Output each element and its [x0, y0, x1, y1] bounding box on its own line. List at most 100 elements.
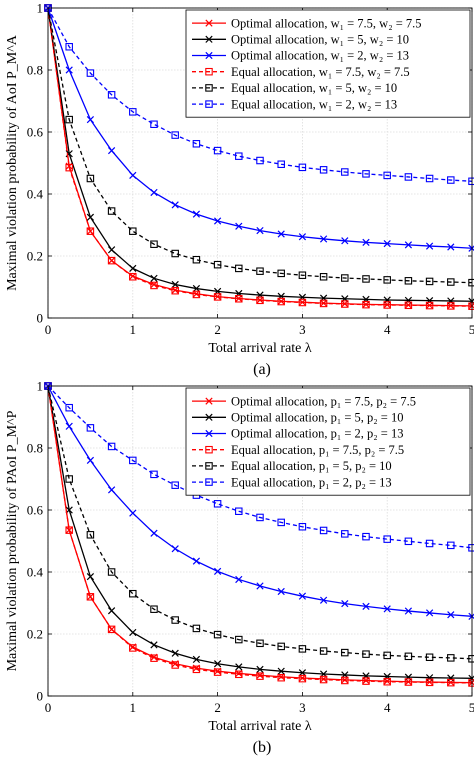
- axes-frame: [47, 7, 473, 319]
- legend-swatch-marker: [205, 413, 213, 421]
- data-point-series-3: [192, 210, 201, 218]
- data-point-series-3: [383, 239, 391, 248]
- data-point-series-6: [86, 69, 95, 77]
- data-point-series-3: [319, 596, 328, 604]
- data-point-series-5: [235, 635, 243, 644]
- series-line-4: [47, 7, 473, 307]
- y-axis-label: Maximal violation probability of PAoI P_…: [5, 410, 20, 671]
- data-point-series-6: [298, 163, 307, 172]
- data-point-series-5: [192, 255, 201, 264]
- y-tick-label: 0.8: [27, 63, 43, 78]
- y-tick-label: 1: [37, 379, 44, 394]
- data-point-series-6: [150, 120, 158, 129]
- data-point-series-6: [404, 173, 413, 181]
- legend-entry-label: Optimal allocation, p₁ = 7.5, p₂ = 7.5: [231, 394, 416, 408]
- legend-box: [185, 9, 471, 118]
- data-point-series-4: [404, 678, 413, 686]
- data-point-series-4: [447, 302, 455, 310]
- data-point-series-6: [319, 166, 328, 174]
- data-point-series-4: [235, 295, 243, 303]
- data-point-series-4: [192, 290, 201, 299]
- data-point-series-4: [213, 668, 222, 676]
- y-tick-label: 0.6: [27, 503, 44, 518]
- data-point-series-4: [319, 299, 328, 308]
- data-point-series-6: [192, 140, 201, 148]
- data-point-series-5: [447, 654, 455, 662]
- data-point-series-4: [383, 677, 391, 686]
- data-point-series-2: [86, 573, 95, 581]
- data-point-series-4: [129, 644, 137, 652]
- data-point-series-3: [86, 115, 95, 124]
- data-point-series-6: [129, 108, 137, 116]
- data-point-series-4: [341, 300, 349, 308]
- data-point-series-3: [213, 217, 222, 225]
- chart-b-svg: 0 1 2 3 4 5 0 0.2 0.4 0.6 0.8 1 Total arrival rate λ…: [5, 379, 474, 756]
- data-point-series-3: [213, 567, 222, 576]
- data-point-series-5: [150, 605, 158, 613]
- series-line-6: [47, 385, 473, 549]
- data-point-series-4: [65, 163, 73, 172]
- legend-swatch-marker: [205, 51, 213, 60]
- data-point-series-2: [256, 665, 264, 673]
- legend-box: [185, 387, 471, 496]
- data-point-series-6: [235, 152, 243, 160]
- data-point-series-5: [319, 647, 328, 655]
- data-point-series-5: [256, 639, 264, 648]
- legend-entry-label: Equal allocation, w₁ = 7.5, w₂ = 7.5: [231, 65, 410, 79]
- data-point-series-3: [107, 486, 116, 494]
- data-point-series-6: [65, 42, 73, 51]
- data-point-series-5: [171, 249, 179, 258]
- y-tick-label: 0.4: [27, 187, 44, 202]
- data-point-series-6: [277, 518, 285, 527]
- data-point-series-2: [298, 669, 307, 677]
- data-point-series-6: [171, 131, 179, 139]
- data-point-series-3: [150, 188, 158, 197]
- legend-swatch-marker: [205, 397, 213, 405]
- legend-swatch-marker: [205, 445, 213, 454]
- data-point-series-4: [277, 297, 285, 306]
- data-point-series-3: [341, 237, 349, 245]
- data-point-series-4: [383, 301, 391, 309]
- data-point-series-5: [129, 589, 137, 598]
- data-point-series-4: [404, 301, 413, 310]
- data-point-series-6: [298, 522, 307, 531]
- data-point-series-5: [171, 616, 179, 624]
- data-point-series-3: [192, 557, 201, 565]
- data-point-series-4: [319, 675, 328, 684]
- legend-swatch-marker: [205, 478, 213, 486]
- data-point-series-3: [383, 605, 391, 613]
- data-point-series-5: [150, 240, 158, 248]
- data-point-series-1: [65, 526, 73, 534]
- y-tick-label: 0.4: [27, 565, 44, 580]
- data-point-series-5: [362, 650, 370, 658]
- series-line-4: [47, 385, 473, 684]
- data-point-series-4: [277, 673, 285, 682]
- legend-swatch-marker: [205, 67, 213, 76]
- data-point-series-6: [447, 541, 455, 550]
- data-point-series-6: [171, 481, 179, 489]
- data-point-series-6: [213, 146, 222, 155]
- data-point-series-2: [192, 655, 201, 664]
- data-point-series-4: [150, 281, 158, 290]
- data-point-series-5: [129, 227, 137, 235]
- data-point-series-5: [86, 531, 95, 539]
- legend-entry-label: Optimal allocation, w₁ = 2, w₂ = 13: [231, 49, 409, 63]
- y-tick-label: 0.2: [27, 249, 43, 264]
- chart-a-svg: 0 1 2 3 4 5 0 0.2 0.4 0.6 0.8 1 Total arrival rate λ…: [5, 1, 474, 378]
- data-point-series-5: [298, 645, 307, 653]
- data-point-series-6: [362, 170, 370, 178]
- data-point-series-4: [171, 286, 179, 295]
- data-point-series-3: [277, 230, 285, 238]
- data-point-series-3: [256, 226, 264, 235]
- data-point-series-5: [319, 273, 328, 281]
- series-line-6: [47, 7, 473, 182]
- panel-caption: (b): [253, 739, 272, 756]
- data-point-series-3: [171, 545, 179, 553]
- series-line-5: [47, 385, 473, 660]
- data-point-series-5: [341, 274, 349, 282]
- data-point-series-3: [277, 587, 285, 596]
- data-point-series-5: [86, 174, 95, 183]
- data-point-series-5: [107, 207, 116, 215]
- data-point-series-5: [425, 277, 434, 286]
- data-point-series-6: [447, 176, 455, 184]
